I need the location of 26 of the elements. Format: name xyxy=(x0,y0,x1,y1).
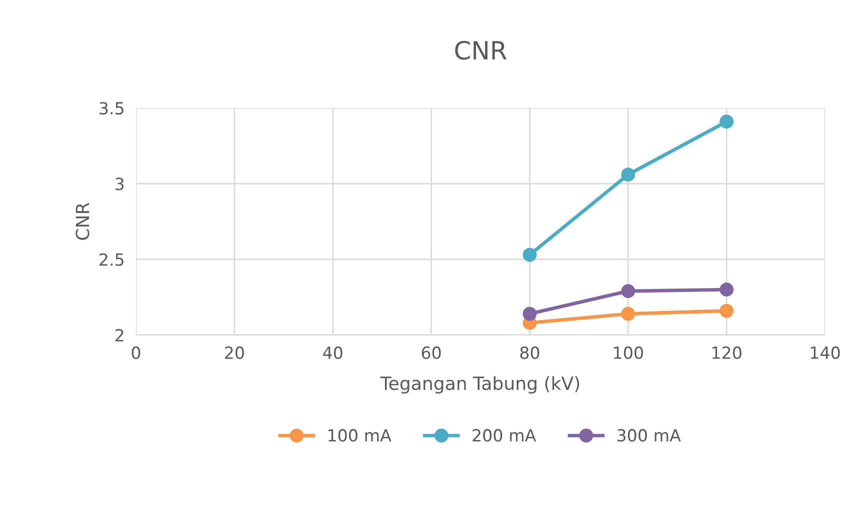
y-tick-label: 3.5 xyxy=(100,102,124,115)
legend-label: 100 mA xyxy=(328,429,392,442)
x-tick-label: 40 xyxy=(323,346,342,360)
legend-label: 300 mA xyxy=(617,429,681,442)
point xyxy=(720,304,734,318)
legend-label: 200 mA xyxy=(472,429,536,442)
y-tick-label: 3 xyxy=(116,178,124,190)
x-tick-label: 60 xyxy=(422,346,441,360)
x-tick-label: 120 xyxy=(712,346,742,360)
x-tick-label: 140 xyxy=(810,346,840,360)
x-tick-label: 100 xyxy=(614,346,643,360)
point xyxy=(621,284,636,298)
x-tick-label: 80 xyxy=(520,346,540,360)
point xyxy=(522,248,537,262)
point xyxy=(720,114,734,129)
x-tick-label: 20 xyxy=(225,346,244,360)
chart-title: CNR xyxy=(455,40,507,60)
y-tick-label: 2 xyxy=(116,328,124,342)
x-axis-title: Tegangan Tabung (kV) xyxy=(380,376,580,394)
point xyxy=(720,282,734,297)
y-axis-title: CNR xyxy=(76,202,90,240)
point xyxy=(621,168,636,182)
point xyxy=(621,306,636,321)
y-tick-label: 2.5 xyxy=(100,253,124,266)
point xyxy=(522,306,537,321)
x-tick-label: 0 xyxy=(132,346,140,360)
